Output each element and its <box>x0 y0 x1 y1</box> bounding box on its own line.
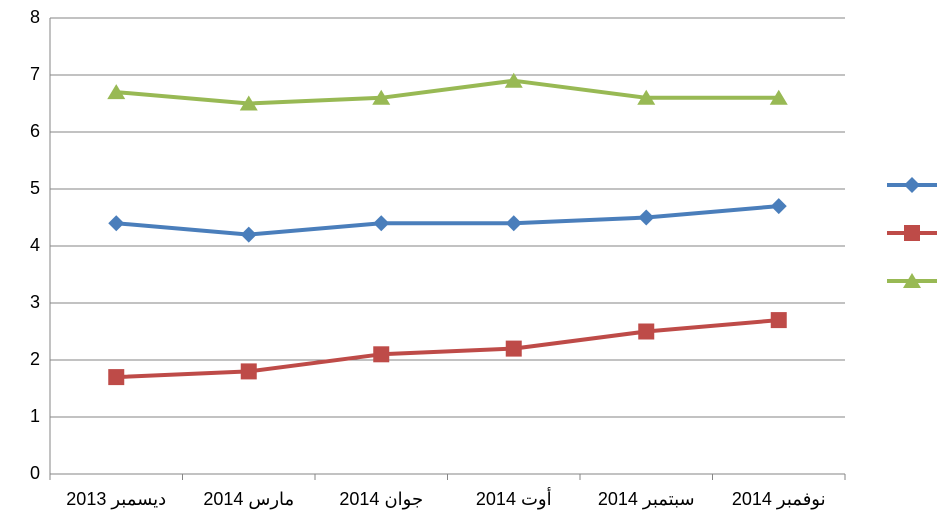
y-tick-label: 6 <box>30 121 40 141</box>
series-line <box>116 78 779 106</box>
data-point <box>504 72 523 88</box>
y-tick-label: 5 <box>30 178 40 198</box>
data-point <box>108 215 125 232</box>
y-tick-label: 1 <box>30 406 40 426</box>
data-point <box>505 340 522 357</box>
data-point <box>770 312 787 329</box>
data-point <box>108 369 125 386</box>
x-tick-label: مارس 2014 <box>203 489 294 509</box>
series-line <box>116 204 779 237</box>
data-point <box>372 89 391 105</box>
data-point <box>637 89 656 105</box>
x-tick-label: سبتمبر 2014 <box>598 489 695 510</box>
data-point <box>373 215 390 232</box>
y-tick-label: 3 <box>30 292 40 312</box>
data-point <box>770 198 787 215</box>
y-tick-label: 0 <box>30 463 40 483</box>
legend-marker <box>903 273 921 288</box>
data-point <box>638 323 655 340</box>
x-tick-label: جوان 2014 <box>339 489 423 510</box>
y-tick-label: 2 <box>30 349 40 369</box>
data-point <box>107 84 126 100</box>
data-point <box>373 346 390 363</box>
data-point <box>769 89 788 105</box>
series-line <box>116 318 779 380</box>
y-tick-label: 8 <box>30 7 40 27</box>
y-tick-label: 7 <box>30 64 40 84</box>
data-point <box>638 209 655 226</box>
data-point <box>240 363 257 380</box>
x-tick-label: ديسمبر 2013 <box>66 489 166 510</box>
data-point <box>505 215 522 232</box>
legend-marker <box>904 177 920 193</box>
y-tick-label: 4 <box>30 235 40 255</box>
data-point <box>239 95 258 111</box>
data-point <box>240 226 257 243</box>
x-tick-label: نوفمبر 2014 <box>732 489 826 510</box>
legend-marker <box>904 225 920 241</box>
x-tick-label: أوت 2014 <box>476 487 552 510</box>
